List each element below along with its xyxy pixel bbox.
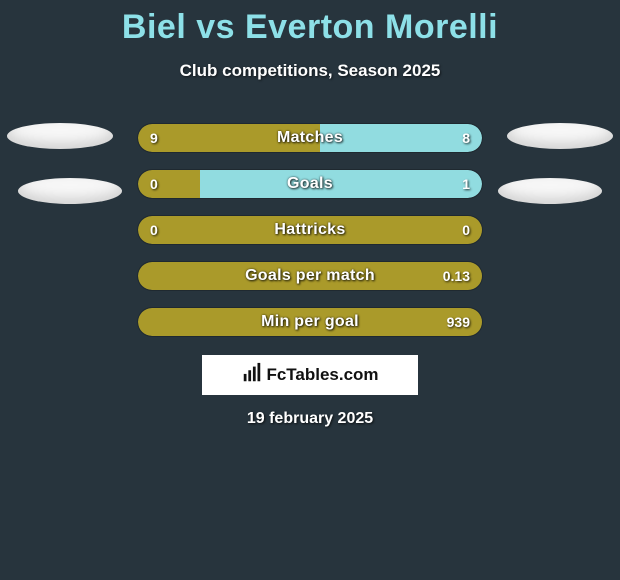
bar-chart-icon [241,362,263,389]
stat-value-right: 0.13 [443,268,470,284]
stat-label: Goals [138,175,482,193]
stat-row-matches: 9 Matches 8 [138,124,482,152]
player-left-ellipse-top [7,123,113,149]
stat-label: Goals per match [138,267,482,285]
stat-value-right: 939 [447,314,470,330]
stat-value-right: 8 [462,130,470,146]
page-title: Biel vs Everton Morelli [0,0,620,47]
footer-date: 19 february 2025 [0,410,620,428]
player-left-ellipse-bot [18,178,122,204]
comparison-rows: 9 Matches 8 0 Goals 1 0 Hattricks 0 Goal… [138,124,482,354]
attribution-text: FcTables.com [266,365,378,385]
stat-label: Min per goal [138,313,482,331]
player-right-ellipse-bot [498,178,602,204]
stat-value-right: 1 [462,176,470,192]
stat-row-goals-per-match: Goals per match 0.13 [138,262,482,290]
stat-label: Matches [138,129,482,147]
stat-label: Hattricks [138,221,482,239]
stat-row-goals: 0 Goals 1 [138,170,482,198]
page-subtitle: Club competitions, Season 2025 [0,61,620,81]
player-right-ellipse-top [507,123,613,149]
stat-row-min-per-goal: Min per goal 939 [138,308,482,336]
attribution-badge[interactable]: FcTables.com [202,355,418,395]
stat-value-right: 0 [462,222,470,238]
stat-row-hattricks: 0 Hattricks 0 [138,216,482,244]
